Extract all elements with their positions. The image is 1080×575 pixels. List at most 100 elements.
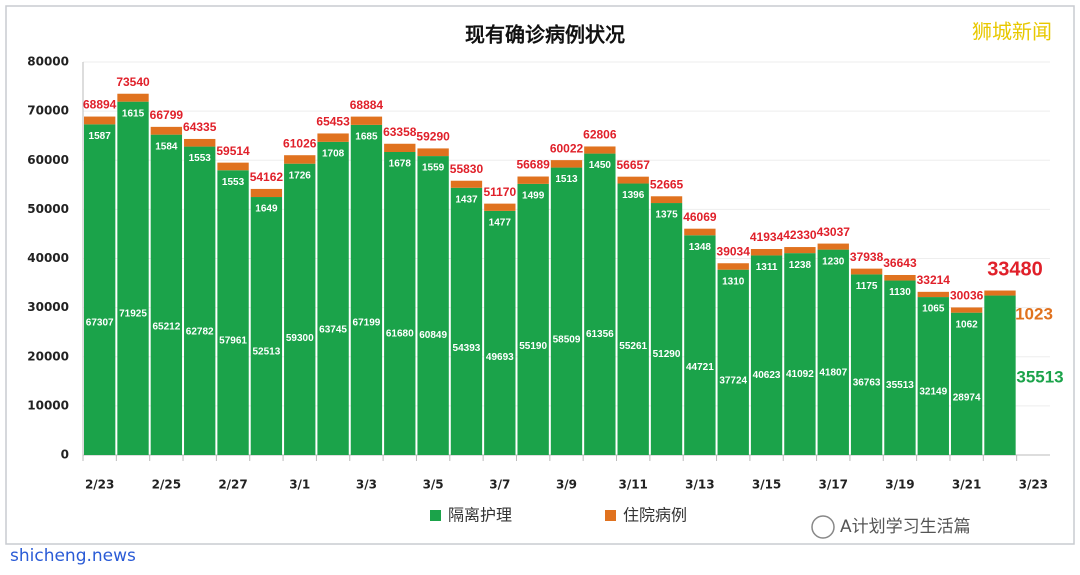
green-label: 41807	[819, 367, 847, 378]
bar-segment	[917, 297, 949, 455]
total-label: 42330	[783, 228, 817, 242]
bar-segment	[717, 269, 749, 455]
green-label: 59300	[286, 333, 314, 344]
orange-label: 1238	[789, 260, 812, 271]
orange-label: 1477	[489, 218, 512, 229]
green-label: 28974	[953, 393, 981, 404]
bar-segment	[450, 187, 483, 456]
bar-segment	[784, 247, 816, 254]
orange-label: 1726	[289, 170, 312, 181]
bar-segment	[784, 253, 816, 455]
total-label: 73540	[116, 75, 150, 89]
green-label: 32149	[919, 386, 947, 397]
bar-segment	[650, 203, 683, 455]
x-tick-label: 3/21	[952, 478, 981, 492]
total-label: 63358	[383, 125, 417, 139]
bar-segment	[984, 295, 1016, 455]
bar-segment	[750, 255, 783, 455]
y-tick-label: 50000	[27, 202, 69, 216]
green-label: 37724	[719, 376, 747, 387]
bar-segment	[317, 133, 349, 142]
total-label: 68884	[350, 98, 384, 112]
bar-segment	[284, 155, 316, 164]
green-label: 62782	[186, 326, 214, 337]
bar-segment	[517, 183, 549, 455]
bar-segment	[950, 312, 983, 455]
bar-segment	[250, 188, 283, 198]
y-tick-label: 80000	[27, 55, 69, 69]
green-label: 41092	[786, 369, 814, 380]
orange-label: 1130	[889, 287, 911, 298]
x-tick-label: 3/15	[752, 478, 781, 492]
total-label: 41934	[750, 230, 784, 244]
annotation: 33480	[987, 258, 1043, 280]
bar-segment	[917, 291, 949, 298]
total-label: 64335	[183, 120, 217, 134]
green-label: 60849	[419, 330, 447, 341]
orange-label: 1584	[155, 141, 178, 152]
bar-segment	[817, 243, 849, 250]
total-label: 36643	[883, 256, 917, 270]
green-label: 44721	[686, 362, 714, 373]
bar-segment	[884, 280, 916, 455]
total-label: 59290	[416, 130, 450, 144]
green-label: 55261	[619, 341, 647, 352]
bar-segment	[684, 235, 716, 455]
bar-segment	[950, 307, 983, 313]
total-label: 52665	[650, 177, 684, 191]
legend-swatch	[605, 510, 616, 521]
orange-label: 1587	[89, 131, 112, 142]
bar-segment	[617, 176, 649, 184]
bar-segment	[750, 248, 783, 256]
total-label: 66799	[150, 108, 184, 122]
legend-label: 隔离护理	[448, 506, 512, 525]
orange-label: 1553	[189, 153, 212, 164]
bar-segment	[450, 180, 483, 188]
bar-segment	[817, 249, 849, 455]
orange-label: 1396	[622, 190, 645, 201]
bar-segment	[884, 274, 916, 281]
total-label: 55830	[450, 162, 484, 176]
bar-segment	[484, 210, 516, 455]
green-label: 57961	[219, 336, 247, 347]
orange-label: 1437	[455, 194, 478, 205]
bar-segment	[384, 151, 416, 455]
green-label: 61356	[586, 329, 614, 340]
bar-segment	[550, 167, 583, 456]
source: shicheng.news	[10, 546, 136, 566]
wechat-icon	[811, 515, 835, 539]
bar-segment	[584, 153, 616, 455]
bar-segment	[850, 274, 883, 455]
x-tick-label: 2/23	[85, 478, 114, 492]
total-label: 51170	[483, 185, 516, 199]
x-tick-label: 3/13	[685, 478, 714, 492]
watermark: 狮城新闻	[972, 20, 1052, 44]
orange-label: 1450	[589, 160, 612, 171]
total-label: 65453	[316, 115, 350, 129]
bar-segment	[517, 176, 549, 184]
bar-segment	[217, 162, 249, 171]
green-label: 67199	[353, 318, 381, 329]
total-label: 46069	[683, 210, 717, 224]
green-label: 51290	[653, 349, 681, 360]
total-label: 60022	[550, 141, 584, 155]
x-tick-label: 3/23	[1019, 478, 1048, 492]
orange-label: 1708	[322, 148, 345, 159]
green-label: 52513	[252, 346, 280, 357]
bar-segment	[184, 146, 216, 455]
bar-segment	[350, 124, 383, 455]
green-label: 71925	[119, 308, 147, 319]
x-tick-label: 2/25	[152, 478, 181, 492]
bar-segment	[150, 126, 183, 135]
orange-label: 1311	[756, 262, 778, 273]
annotation: 35513	[1016, 367, 1063, 386]
total-label: 59514	[216, 144, 250, 158]
bar-segment	[984, 290, 1016, 296]
bar-segment	[650, 196, 683, 204]
total-label: 56689	[516, 158, 550, 172]
x-tick-label: 3/17	[819, 478, 848, 492]
chart-title: 现有确诊病例状况	[465, 23, 625, 47]
y-tick-label: 10000	[27, 398, 69, 412]
total-label: 68894	[83, 98, 117, 112]
